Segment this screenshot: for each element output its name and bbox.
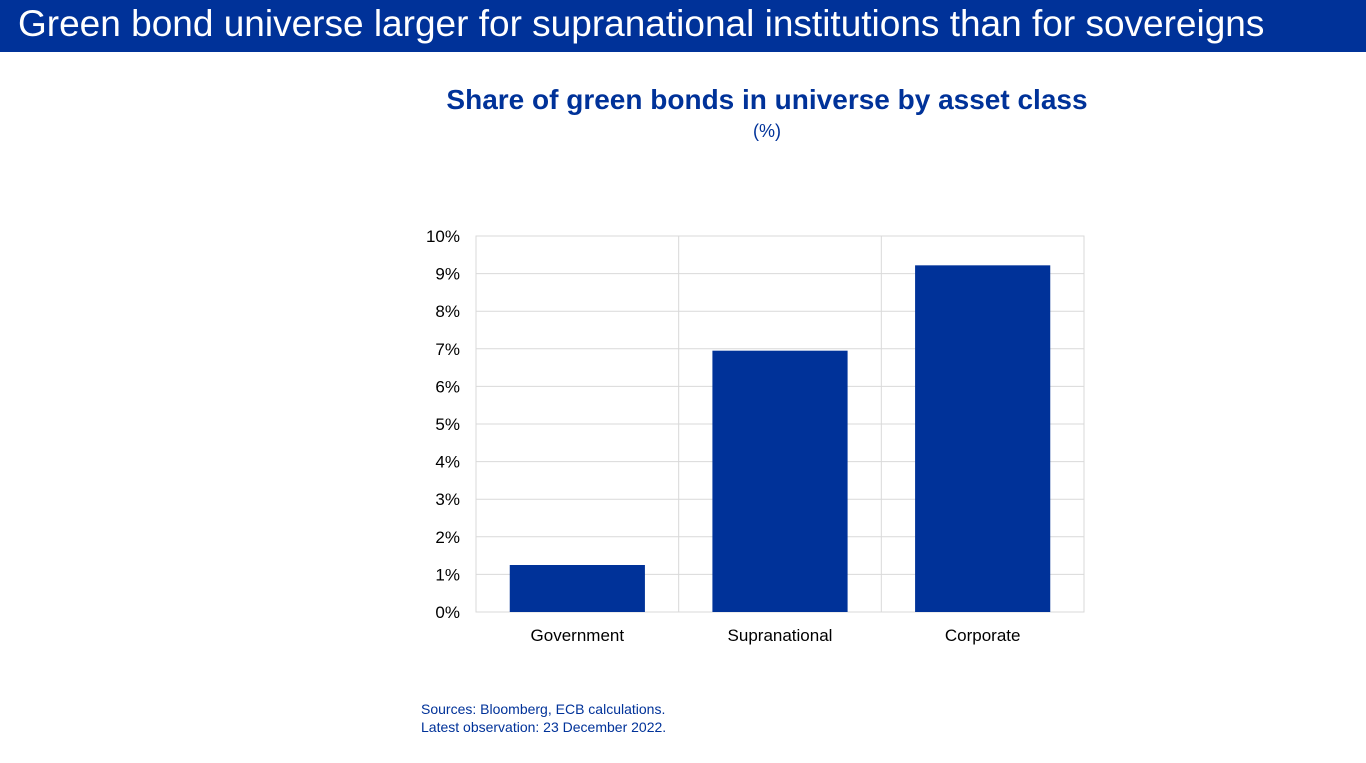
y-tick-label: 7% xyxy=(435,340,460,359)
bar xyxy=(712,350,848,612)
footnote-latest-observation: Latest observation: 23 December 2022. xyxy=(421,719,667,735)
y-tick-label: 1% xyxy=(435,565,460,584)
y-tick-label: 3% xyxy=(435,490,460,509)
x-tick-label: Supranational xyxy=(728,626,833,645)
chart-subtitle: (%) xyxy=(753,121,781,141)
y-tick-label: 0% xyxy=(435,603,460,622)
header-band: Green bond universe larger for supranati… xyxy=(0,0,1366,52)
bar xyxy=(915,265,1051,612)
y-tick-label: 10% xyxy=(426,227,460,246)
bar xyxy=(509,565,645,612)
y-tick-label: 4% xyxy=(435,453,460,472)
y-tick-label: 2% xyxy=(435,528,460,547)
footnote-sources: Sources: Bloomberg, ECB calculations. xyxy=(421,701,666,717)
chart-title: Share of green bonds in universe by asse… xyxy=(446,84,1088,115)
y-tick-label: 5% xyxy=(435,415,460,434)
slide-title: Green bond universe larger for supranati… xyxy=(18,3,1265,44)
x-tick-label: Government xyxy=(531,626,625,645)
y-tick-label: 6% xyxy=(435,377,460,396)
x-tick-label: Corporate xyxy=(945,626,1021,645)
y-tick-label: 9% xyxy=(435,265,460,284)
y-tick-label: 8% xyxy=(435,302,460,321)
